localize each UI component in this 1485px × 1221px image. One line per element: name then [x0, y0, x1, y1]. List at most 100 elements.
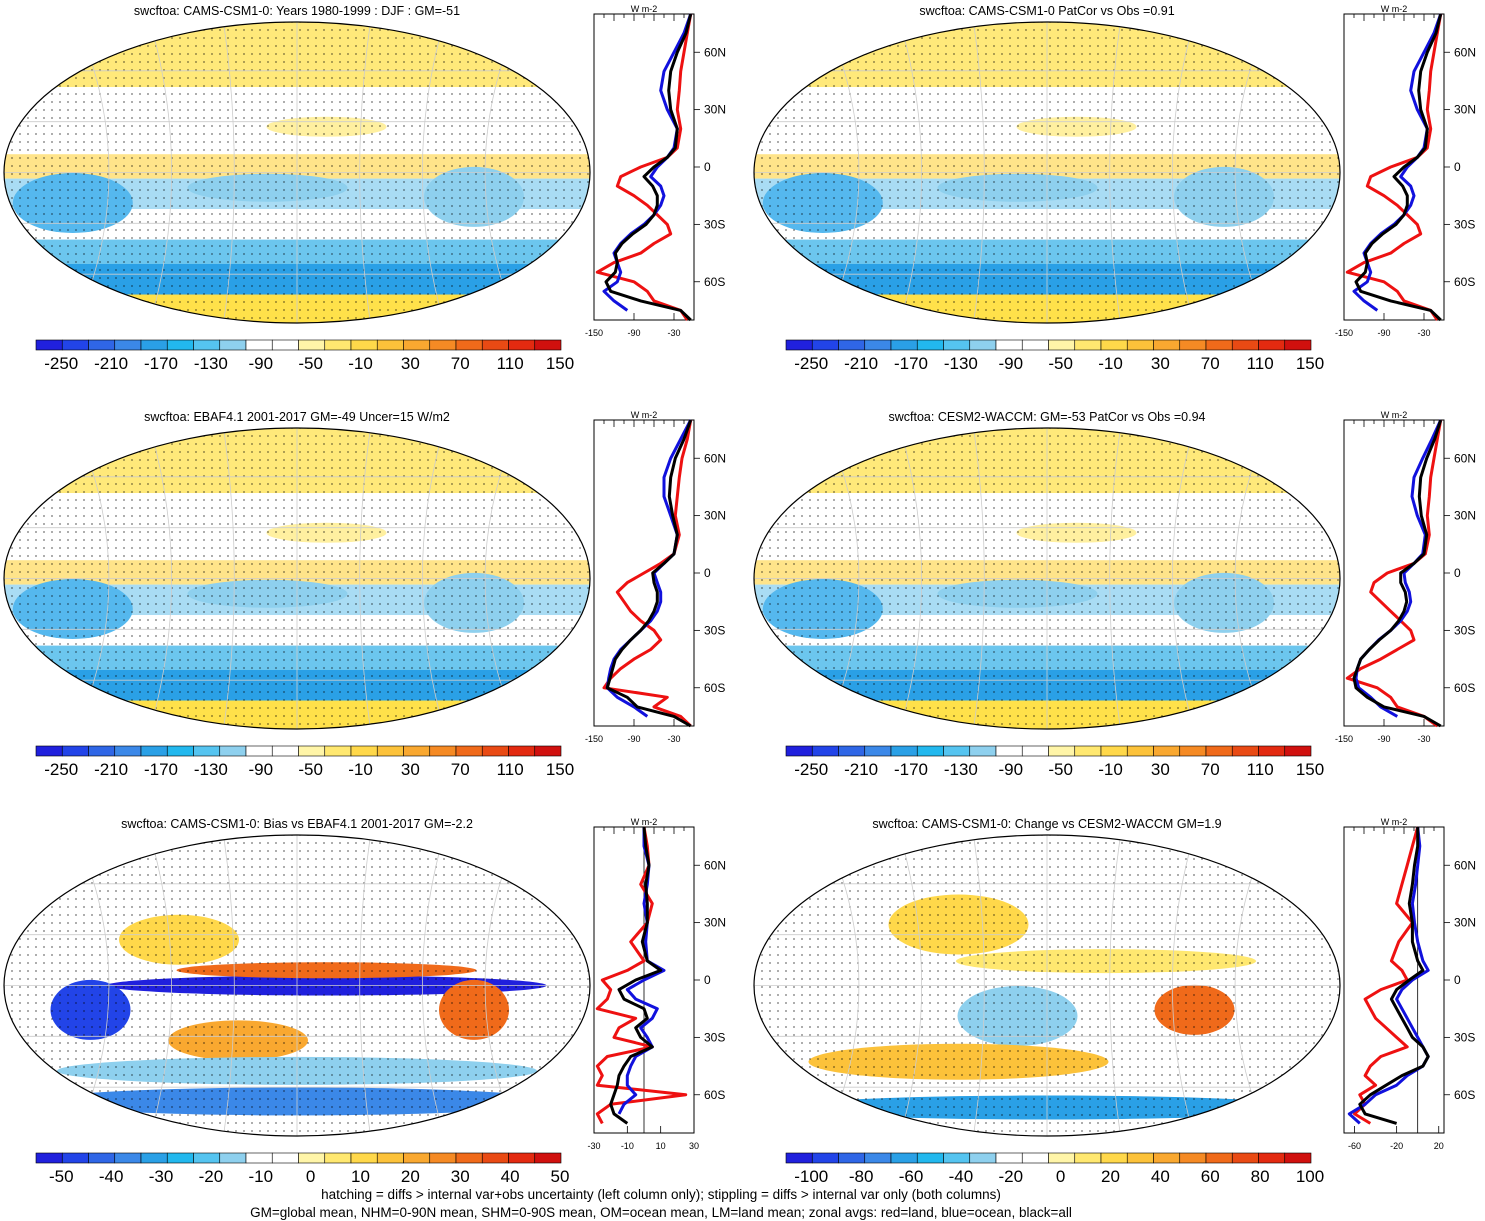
colorbar-tick-label: -170: [143, 354, 179, 373]
zonal-plot-p3: W m-2 60N 30N 0 30S 60S -150 -90 -30: [585, 410, 726, 744]
zonal-x-label: -30: [667, 734, 680, 744]
panel-title: swcftoa: CAMS-CSM1-0: Bias vs EBAF4.1 20…: [121, 817, 473, 831]
zonal-lat-label: 60S: [704, 681, 725, 695]
colorbar-tick-label: 30: [400, 354, 420, 373]
colorbar-tick-label: -210: [844, 354, 879, 373]
zonal-series-land: [1345, 419, 1443, 728]
colorbar-box: [429, 745, 457, 757]
zonal-plot-p2: W m-2 60N 30N 0 30S 60S -150 -90 -30: [1335, 4, 1476, 338]
colorbar-labels: -250 -210 -170 -130 -90 -50 -10 30 70 110 150: [35, 354, 574, 374]
colorbar-tick-label: 0: [1055, 1167, 1066, 1186]
colorbar-box: [166, 1152, 194, 1164]
colorbar-labels: -250 -210 -170 -130 -90 -50 -10 30 70 110 150: [35, 760, 574, 780]
colorbar-box: [1205, 1152, 1233, 1164]
colorbar-tick-label: -30: [148, 1167, 174, 1186]
colorbar-box: [455, 339, 483, 351]
zonal-x-label: -90: [1377, 328, 1390, 338]
colorbar-tick-label: -10: [1098, 354, 1123, 373]
colorbar-box: [1258, 745, 1286, 757]
colorbar-box: [429, 339, 457, 351]
colorbar-box: [429, 1152, 457, 1164]
colorbar-box: [1100, 1152, 1128, 1164]
colorbar-tick-label: 100: [1295, 1167, 1325, 1186]
zonal-x-label: -90: [627, 734, 640, 744]
colorbar-box: [1258, 1152, 1286, 1164]
zonal-plot-p1: W m-2 60N 30N 0 30S 60S -150 -90 -30: [585, 4, 726, 338]
colorbar-tick-label: 20: [1101, 1167, 1120, 1186]
zonal-lat-label: 60N: [1454, 45, 1476, 59]
zonal-series-ocean: [602, 13, 693, 312]
colorbar-box: [245, 339, 273, 351]
colorbar-box: [1231, 745, 1259, 757]
colorbar-box: [1100, 339, 1128, 351]
zonal-lat-label: 0: [1454, 160, 1461, 174]
colorbar-box: [61, 1152, 89, 1164]
zonal-lat-label: 30S: [704, 623, 725, 637]
colorbar-box: [298, 339, 326, 351]
colorbar-box: [376, 339, 404, 351]
colorbar-box: [88, 339, 116, 351]
zonal-lat-label: 0: [704, 566, 711, 580]
colorbar-tick-label: -40: [98, 1167, 124, 1186]
colorbar-box: [1048, 339, 1076, 351]
zonal-x-label: 30: [689, 1141, 699, 1151]
colorbar-box: [193, 1152, 221, 1164]
colorbar-tick-label: 70: [1200, 354, 1220, 373]
zonal-lat-label: 60N: [704, 858, 726, 872]
zonal-x-label: -60: [1348, 1141, 1361, 1151]
colorbar-box: [219, 745, 247, 757]
colorbar-box: [943, 339, 971, 351]
colorbar-box: [508, 1152, 536, 1164]
colorbar-box: [811, 339, 839, 351]
colorbar-box: [1074, 339, 1102, 351]
colorbar-tick-label: 150: [545, 760, 575, 779]
colorbar-box: [219, 1152, 247, 1164]
colorbar-box: [140, 745, 168, 757]
colorbar-box: [534, 1152, 562, 1164]
zonal-lat-label: 30S: [1454, 623, 1475, 637]
colorbar-box: [271, 745, 299, 757]
colorbar-box: [166, 339, 194, 351]
colorbar-box: [916, 1152, 944, 1164]
colorbar-box: [995, 1152, 1023, 1164]
colorbar-tick-label: 30: [400, 760, 420, 779]
zonal-x-label: -90: [1377, 734, 1390, 744]
zonal-series-all: [1354, 13, 1443, 322]
colorbar-tick-label: -90: [998, 760, 1024, 779]
zonal-x-label: -10: [621, 1141, 634, 1151]
zonal-series-all: [604, 13, 693, 322]
panel-title: swcftoa: CAMS-CSM1-0 PatCor vs Obs =0.91: [919, 4, 1175, 18]
colorbar-box: [1048, 1152, 1076, 1164]
colorbar-box: [298, 745, 326, 757]
colorbar-box: [376, 1152, 404, 1164]
colorbar-tick-label: 150: [1295, 760, 1325, 779]
colorbar-box: [403, 745, 431, 757]
colorbar-box: [193, 339, 221, 351]
colorbar-box: [350, 339, 378, 351]
map-p3: [3, 427, 591, 730]
colorbar-box: [88, 1152, 116, 1164]
zonal-x-label: 10: [656, 1141, 666, 1151]
colorbar-box: [35, 745, 63, 757]
colorbar-box: [916, 745, 944, 757]
colorbar-box: [88, 745, 116, 757]
colorbar-tick-label: -250: [794, 760, 829, 779]
zonal-series-all: [1352, 419, 1443, 728]
colorbar-box: [864, 1152, 892, 1164]
colorbar-labels: -250 -210 -170 -130 -90 -50 -10 30 70 110 150: [785, 354, 1324, 374]
zonal-series-ocean: [605, 419, 693, 718]
colorbar-tick-label: -10: [348, 760, 373, 779]
colorbar-box: [271, 339, 299, 351]
map-p2: [753, 21, 1341, 324]
colorbar-box: [245, 745, 273, 757]
zonal-plot-p5: W m-2 60N 30N 0 30S 60S -30 -10 10 30: [587, 817, 726, 1151]
colorbar-tick-label: 50: [550, 1167, 570, 1186]
zonal-lat-label: 60N: [1454, 858, 1476, 872]
colorbar-tick-label: 150: [1295, 354, 1325, 373]
colorbar-box: [508, 339, 536, 351]
colorbar-box: [114, 1152, 142, 1164]
zonal-lat-label: 60S: [1454, 681, 1475, 695]
zonal-unit-label: W m-2: [1381, 817, 1408, 827]
colorbar-tick-label: 70: [450, 354, 470, 373]
colorbar-box: [1231, 1152, 1259, 1164]
